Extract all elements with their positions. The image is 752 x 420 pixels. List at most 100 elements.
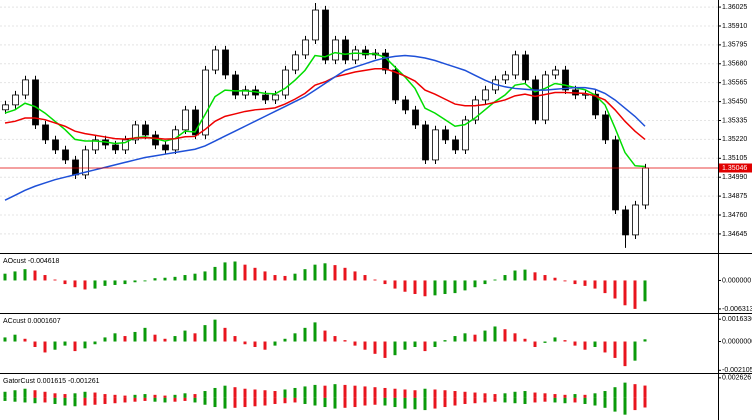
histogram-bar <box>543 341 547 343</box>
gator-bar <box>103 397 107 404</box>
gator-bar <box>503 393 507 398</box>
histogram-bar <box>313 264 317 281</box>
candle-body <box>602 114 609 141</box>
gator-bar <box>493 394 497 398</box>
gator-bar <box>483 393 487 398</box>
histogram-bar <box>503 275 507 281</box>
gator-bar <box>193 394 197 398</box>
y-tick-label: 0.002626 <box>722 375 751 382</box>
candle-body <box>362 49 369 56</box>
candle-body <box>402 99 409 111</box>
histogram-bar <box>643 280 647 302</box>
histogram-bar <box>393 280 397 289</box>
candle-body <box>332 39 339 61</box>
histogram-bar <box>233 336 237 342</box>
gator-bar <box>343 397 347 408</box>
gator-bar <box>563 397 567 404</box>
histogram-bar <box>153 278 157 281</box>
histogram-bar <box>203 325 207 342</box>
histogram-bar <box>313 322 317 342</box>
gator-bar <box>643 385 647 398</box>
gator-bar <box>613 387 617 398</box>
candle-body <box>622 209 629 236</box>
gator-bar <box>163 395 167 398</box>
histogram-bar <box>123 280 127 285</box>
gator-bar <box>33 390 37 398</box>
gator-bar <box>363 386 367 398</box>
candle-body <box>292 54 299 71</box>
gator-bar <box>323 397 327 408</box>
gator-bar <box>393 397 397 408</box>
candle-body <box>512 54 519 76</box>
histogram-bar <box>103 337 107 342</box>
histogram-bar <box>483 330 487 342</box>
gator-bar <box>293 387 297 398</box>
candle-body <box>72 159 79 176</box>
gator-bar <box>223 385 227 398</box>
gator-bar <box>193 397 197 403</box>
histogram-bar <box>143 280 147 282</box>
gator-bar <box>413 390 417 398</box>
candle-body <box>552 69 559 76</box>
gator-bar <box>423 397 427 411</box>
gator-bar <box>503 397 507 403</box>
gator-bar <box>283 389 287 398</box>
y-tick-label: 1.35335 <box>722 117 747 124</box>
candle-body <box>282 69 289 96</box>
histogram-bar <box>573 341 577 346</box>
histogram-bar <box>13 271 17 281</box>
gator-bar <box>583 397 587 404</box>
panel-title: GatorCust 0.001615 -0.001261 <box>3 378 100 385</box>
gator-bar <box>443 397 447 408</box>
gator-bar <box>633 397 637 411</box>
gator-bar <box>3 391 7 398</box>
histogram-bar <box>533 341 537 347</box>
y-tick-label: 1.34760 <box>722 212 747 219</box>
histogram-bar <box>333 265 337 281</box>
histogram-bar <box>433 341 437 347</box>
gator-bar <box>383 397 387 406</box>
y-tick-label: 1.34645 <box>722 231 747 238</box>
histogram-bar <box>43 341 47 353</box>
histogram-bar <box>513 270 517 281</box>
histogram-bar <box>133 331 137 342</box>
candle-body <box>452 139 459 151</box>
gator-bar <box>373 397 377 405</box>
histogram-bar <box>493 326 497 342</box>
gator-bar <box>313 397 317 406</box>
histogram-bar <box>323 330 327 342</box>
gator-bar <box>93 397 97 405</box>
histogram-bar <box>113 280 117 285</box>
candle-body <box>122 139 129 151</box>
gator-bar <box>603 391 607 398</box>
histogram-bar <box>633 341 637 361</box>
gator-bar <box>433 397 437 409</box>
candle-body <box>382 52 389 71</box>
candle-body <box>532 79 539 121</box>
gator-bar <box>143 397 147 401</box>
candle-body <box>92 139 99 151</box>
gator-bar <box>523 391 527 398</box>
histogram-bar <box>343 267 347 281</box>
histogram-bar <box>23 269 27 281</box>
gator-bar <box>353 397 357 408</box>
histogram-bar <box>453 280 457 294</box>
histogram-bar <box>63 280 67 285</box>
candle-body <box>172 129 179 151</box>
gator-bar <box>113 394 117 398</box>
histogram-bar <box>373 279 377 281</box>
gator-bar <box>363 397 367 406</box>
y-tick-label: 1.34875 <box>722 193 747 200</box>
moving-average-line <box>4 67 646 140</box>
gator-bar <box>263 390 267 398</box>
candle-body <box>222 49 229 76</box>
gator-bar <box>583 394 587 398</box>
histogram-bar <box>23 338 27 342</box>
gator-bar <box>163 397 167 403</box>
histogram-bar <box>303 269 307 281</box>
y-tick-label: 0.000000 <box>722 277 751 284</box>
candle-body <box>632 204 639 236</box>
gator-bar <box>623 397 627 415</box>
gator-bar <box>633 384 637 398</box>
